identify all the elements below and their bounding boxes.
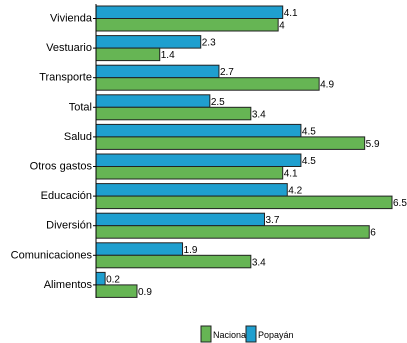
data-label-otros-gastos-nacional: 4.1	[284, 169, 298, 180]
data-label-educacion-nacional: 6.5	[393, 198, 407, 209]
data-label-vivienda-popayan: 4.1	[284, 8, 298, 19]
bar-comunicaciones-nacional	[95, 254, 252, 269]
data-label-educacion-popayan: 4.2	[288, 186, 302, 197]
data-label-vestuario-popayan: 2.3	[202, 38, 216, 49]
legend-swatch-popayan	[245, 325, 257, 343]
bar-otros-gastos-popayan	[95, 153, 302, 167]
bar-educacion-popayan	[95, 183, 288, 197]
data-label-total-nacional: 3.4	[252, 109, 266, 120]
bar-transporte-popayan	[95, 64, 220, 79]
legend-label-popayan: Popayán	[258, 330, 294, 340]
data-label-vestuario-nacional: 1.4	[161, 50, 175, 61]
bar-salud-nacional	[95, 136, 366, 150]
legend-label-nacional: Nacional	[213, 330, 248, 340]
category-label-otros-gastos: Otros gastos	[30, 161, 93, 173]
bar-vivienda-nacional	[95, 18, 279, 32]
legend: Nacional Popayán	[200, 325, 294, 343]
bar-vivienda-popayan	[95, 5, 284, 19]
category-label-alimentos: Alimentos	[44, 279, 93, 291]
data-label-comunicaciones-popayan: 1.9	[184, 245, 198, 256]
legend-swatch-nacional	[200, 325, 212, 343]
category-label-comunicaciones: Comunicaciones	[11, 249, 93, 261]
bar-vestuario-nacional	[95, 47, 161, 62]
labels-layer: Vivienda 4.1 4 Vestuario 2.3 1.4 Transporte 2.7…	[11, 4, 407, 298]
bar-comunicaciones-popayan	[95, 242, 184, 256]
bar-salud-popayan	[95, 123, 302, 138]
bar-otros-gastos-nacional	[95, 166, 284, 180]
bar-total-nacional	[95, 106, 252, 121]
category-label-transporte: Transporte	[39, 72, 92, 84]
data-label-vivienda-nacional: 4	[279, 21, 285, 32]
bar-alimentos-nacional	[95, 284, 138, 298]
data-label-total-popayan: 2.5	[211, 97, 225, 108]
bar-alimentos-popayan	[95, 271, 106, 286]
data-label-otros-gastos-popayan: 4.5	[302, 156, 316, 167]
bar-diversion-nacional	[95, 225, 370, 239]
category-label-educacion: Educación	[41, 190, 92, 202]
data-label-transporte-nacional: 4.9	[320, 80, 334, 91]
data-label-transporte-popayan: 2.7	[220, 67, 234, 78]
data-label-salud-nacional: 5.9	[366, 139, 380, 150]
bar-transporte-nacional	[95, 77, 320, 91]
data-label-alimentos-nacional: 0.9	[138, 287, 152, 298]
data-label-diversion-nacional: 6	[370, 228, 376, 239]
category-label-total: Total	[69, 101, 92, 113]
bars-layer	[95, 5, 393, 298]
data-label-salud-popayan: 4.5	[302, 126, 316, 137]
bar-diversion-popayan	[95, 212, 265, 227]
bar-educacion-nacional	[95, 195, 393, 210]
category-label-diversion: Diversión	[46, 220, 92, 232]
data-label-alimentos-popayan: 0.2	[106, 274, 120, 285]
data-label-diversion-popayan: 3.7	[265, 215, 279, 226]
data-label-comunicaciones-nacional: 3.4	[252, 257, 266, 268]
category-label-salud: Salud	[64, 131, 92, 143]
category-label-vivienda: Vivienda	[50, 13, 93, 25]
bar-total-popayan	[95, 94, 211, 108]
bar-vestuario-popayan	[95, 35, 202, 49]
category-label-vestuario: Vestuario	[46, 42, 92, 54]
